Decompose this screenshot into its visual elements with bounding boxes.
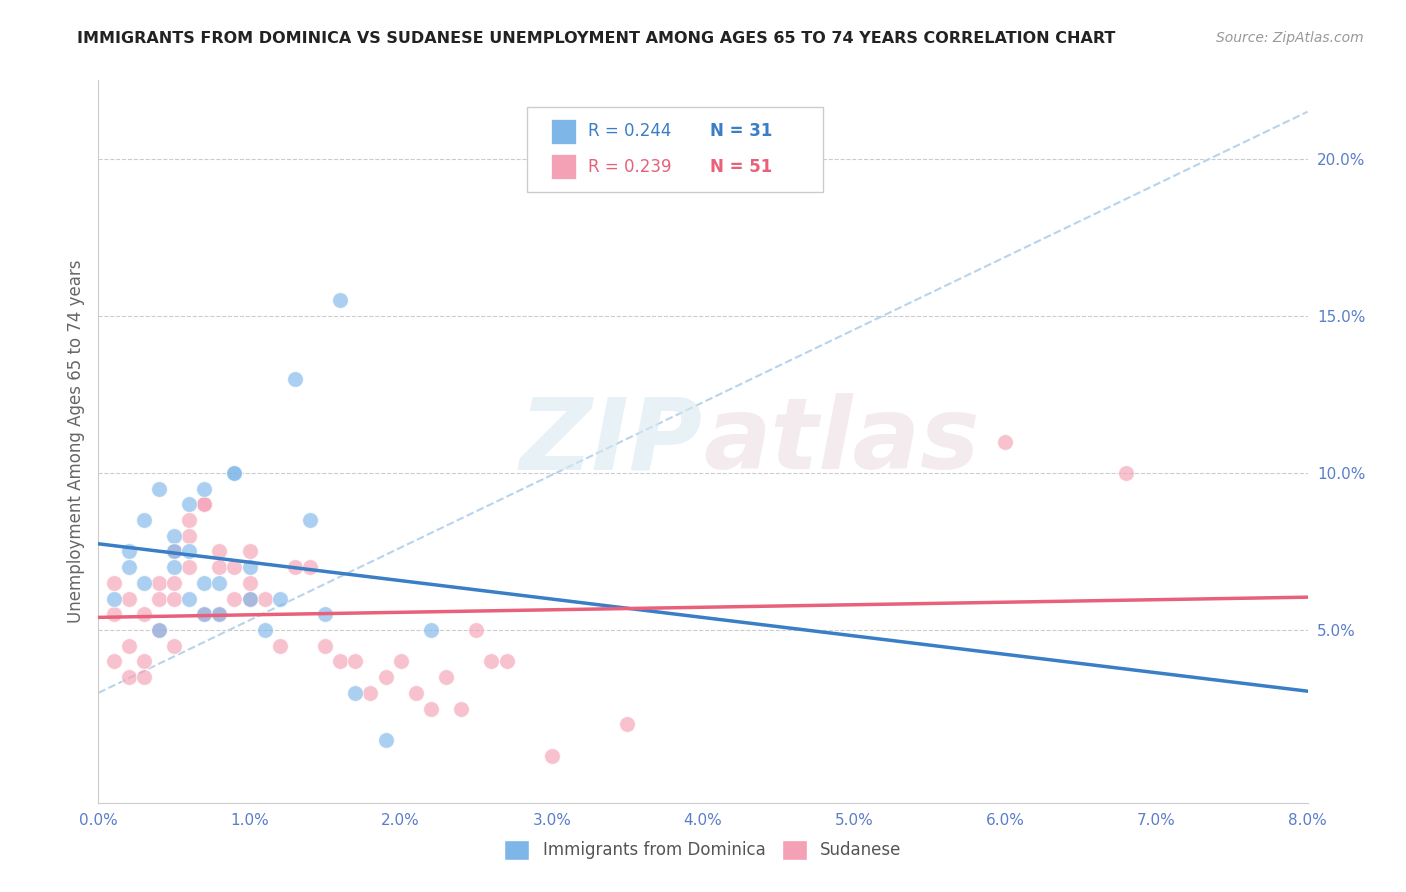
Point bbox=[208, 607, 231, 622]
Text: IMMIGRANTS FROM DOMINICA VS SUDANESE UNEMPLOYMENT AMONG AGES 65 TO 74 YEARS CORR: IMMIGRANTS FROM DOMINICA VS SUDANESE UNE… bbox=[77, 31, 1116, 46]
Point bbox=[193, 497, 215, 511]
Point bbox=[434, 670, 457, 684]
Point bbox=[208, 560, 231, 574]
Point bbox=[253, 623, 276, 637]
Point bbox=[148, 591, 170, 606]
Point bbox=[284, 372, 307, 386]
Y-axis label: Unemployment Among Ages 65 to 74 years: Unemployment Among Ages 65 to 74 years bbox=[66, 260, 84, 624]
Point bbox=[163, 560, 186, 574]
Point bbox=[163, 544, 186, 558]
Point bbox=[284, 560, 307, 574]
Text: Source: ZipAtlas.com: Source: ZipAtlas.com bbox=[1216, 31, 1364, 45]
Point bbox=[118, 670, 141, 684]
Point bbox=[239, 591, 262, 606]
Point bbox=[179, 591, 201, 606]
Point bbox=[208, 544, 231, 558]
Text: N = 31: N = 31 bbox=[710, 122, 772, 140]
Point bbox=[360, 686, 382, 700]
Point bbox=[132, 575, 155, 590]
Point bbox=[269, 639, 291, 653]
Point bbox=[224, 560, 246, 574]
Point bbox=[118, 639, 141, 653]
Text: R = 0.239: R = 0.239 bbox=[588, 158, 671, 176]
Point bbox=[374, 670, 396, 684]
Point bbox=[103, 607, 125, 622]
Point bbox=[1115, 466, 1137, 480]
Point bbox=[163, 591, 186, 606]
Text: ZIP: ZIP bbox=[520, 393, 703, 490]
Point bbox=[132, 670, 155, 684]
Point bbox=[179, 544, 201, 558]
Point bbox=[148, 623, 170, 637]
Point bbox=[495, 655, 517, 669]
Text: atlas: atlas bbox=[703, 393, 980, 490]
Point bbox=[224, 466, 246, 480]
Point bbox=[103, 591, 125, 606]
Point bbox=[616, 717, 638, 731]
Point bbox=[193, 607, 215, 622]
Point bbox=[193, 497, 215, 511]
Point bbox=[163, 575, 186, 590]
Point bbox=[239, 575, 262, 590]
Point bbox=[103, 575, 125, 590]
Point bbox=[179, 529, 201, 543]
Point bbox=[193, 482, 215, 496]
Point bbox=[118, 544, 141, 558]
Point bbox=[208, 575, 231, 590]
Point bbox=[405, 686, 427, 700]
Point bbox=[269, 591, 291, 606]
Point bbox=[299, 560, 322, 574]
Point bbox=[420, 623, 443, 637]
Point bbox=[253, 591, 276, 606]
Point bbox=[481, 655, 503, 669]
Point bbox=[132, 513, 155, 527]
Point bbox=[179, 497, 201, 511]
Point bbox=[179, 513, 201, 527]
Text: N = 51: N = 51 bbox=[710, 158, 772, 176]
Point bbox=[465, 623, 488, 637]
Point bbox=[193, 575, 215, 590]
Point bbox=[994, 434, 1017, 449]
Point bbox=[344, 655, 367, 669]
Point bbox=[374, 733, 396, 747]
Point bbox=[118, 591, 141, 606]
Point bbox=[329, 655, 352, 669]
Point bbox=[179, 560, 201, 574]
Point bbox=[132, 655, 155, 669]
Point bbox=[389, 655, 412, 669]
Point bbox=[239, 544, 262, 558]
Point bbox=[163, 639, 186, 653]
Point bbox=[118, 560, 141, 574]
Point bbox=[163, 529, 186, 543]
Point bbox=[329, 293, 352, 308]
Point bbox=[132, 607, 155, 622]
Point bbox=[420, 701, 443, 715]
Point bbox=[163, 544, 186, 558]
Point bbox=[239, 560, 262, 574]
Point bbox=[148, 482, 170, 496]
Point bbox=[344, 686, 367, 700]
Point bbox=[193, 607, 215, 622]
Point bbox=[239, 591, 262, 606]
Point bbox=[314, 639, 336, 653]
Point bbox=[450, 701, 472, 715]
Point bbox=[314, 607, 336, 622]
Point bbox=[148, 575, 170, 590]
Text: R = 0.244: R = 0.244 bbox=[588, 122, 671, 140]
Point bbox=[299, 513, 322, 527]
Point bbox=[224, 591, 246, 606]
Legend: Immigrants from Dominica, Sudanese: Immigrants from Dominica, Sudanese bbox=[498, 833, 908, 867]
Point bbox=[208, 607, 231, 622]
Point bbox=[103, 655, 125, 669]
Point bbox=[148, 623, 170, 637]
Point bbox=[224, 466, 246, 480]
Point bbox=[540, 748, 562, 763]
